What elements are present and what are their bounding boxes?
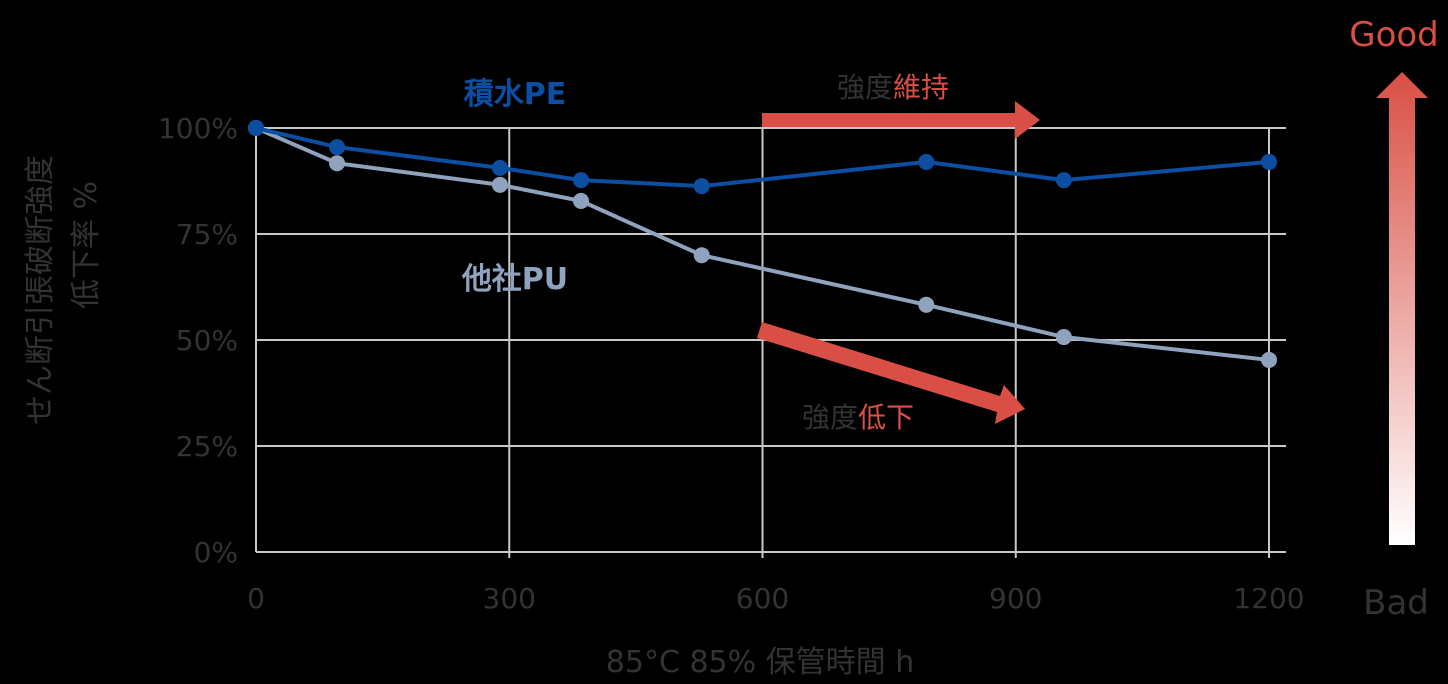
strength-maintained-arrow: [762, 101, 1040, 139]
x-tick-label: 0: [247, 582, 265, 615]
legend-sekisui-pe: 積水PE: [464, 77, 566, 112]
data-point: [1055, 329, 1072, 346]
grid-lines: [255, 127, 1286, 558]
bad-label: Bad: [1363, 583, 1429, 623]
data-point: [329, 139, 346, 156]
legend-other-pu: 他社PU: [461, 262, 568, 297]
good-label: Good: [1349, 15, 1439, 55]
y-axis-title-line1: せん断引張破断強度: [23, 155, 58, 425]
data-point: [693, 178, 710, 195]
strength-decline-arrow: [757, 322, 1025, 424]
data-point: [918, 296, 935, 313]
data-point: [248, 120, 264, 136]
series-line: [255, 126, 1270, 189]
y-tick-label: 50%: [176, 324, 238, 357]
x-axis-ticks: 0 300 600 900 1200: [247, 582, 1305, 615]
series-line: [255, 126, 1270, 362]
y-tick-label: 0%: [194, 536, 238, 569]
data-point: [491, 159, 508, 176]
data-point: [1055, 172, 1072, 189]
data-point: [918, 153, 935, 170]
data-point: [329, 155, 346, 172]
y-tick-label: 75%: [176, 218, 238, 251]
x-tick-label: 300: [483, 582, 536, 615]
data-series: [248, 120, 1277, 368]
good-bad-indicator: Good Bad: [1349, 15, 1439, 623]
data-point: [573, 172, 590, 189]
x-tick-label: 900: [989, 582, 1042, 615]
y-axis-title-line2: 低下率 %: [69, 181, 104, 309]
x-axis-title: 85°C 85% 保管時間 h: [606, 645, 914, 680]
y-axis-ticks: 0% 25% 50% 75% 100%: [158, 112, 238, 569]
data-point: [573, 192, 590, 209]
data-point: [1261, 153, 1277, 170]
annotation-maintained: 強度維持: [837, 71, 949, 104]
data-point: [1261, 351, 1277, 368]
x-tick-label: 600: [736, 582, 789, 615]
x-tick-label: 1200: [1233, 582, 1304, 615]
y-tick-label: 100%: [158, 112, 238, 145]
data-point: [491, 176, 508, 193]
y-tick-label: 25%: [176, 430, 238, 463]
data-point: [693, 247, 710, 264]
annotation-decline: 強度低下: [802, 401, 914, 434]
